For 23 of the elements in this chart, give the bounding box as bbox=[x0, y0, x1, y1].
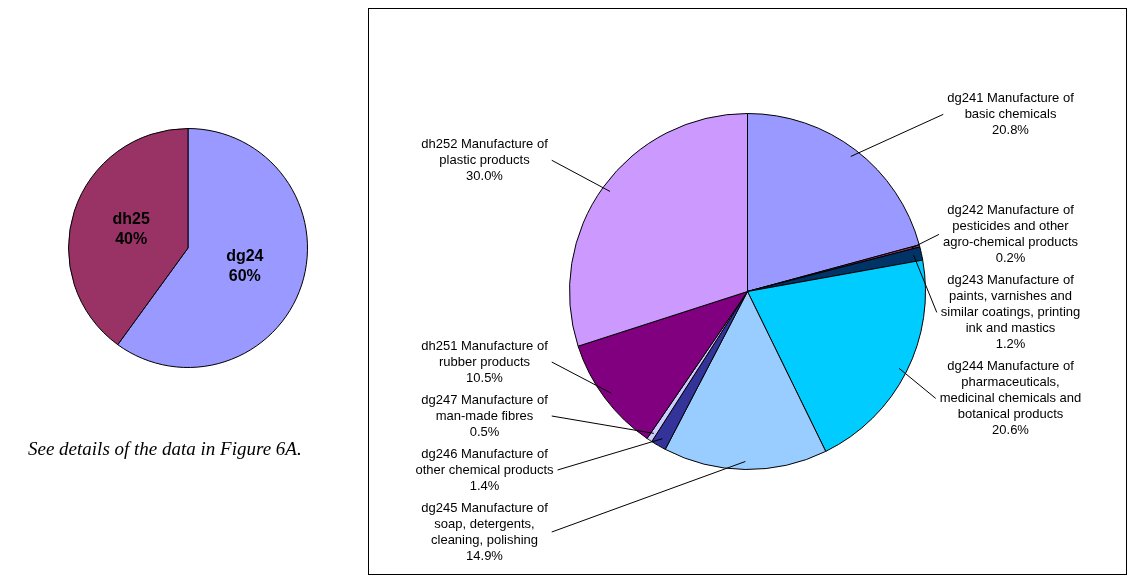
data-label: 10.5% bbox=[466, 369, 504, 385]
data-label: 20.8% bbox=[992, 121, 1030, 137]
data-label: 0.2% bbox=[995, 249, 1026, 265]
data-label: 0.5% bbox=[469, 423, 500, 439]
data-label: 60% bbox=[228, 266, 261, 284]
slice-label: dg244 Manufacture of pharmaceuticals, medicinal chemicals and botanical products bbox=[939, 357, 1082, 421]
slice-label: dg246 Manufacture of other chemical products bbox=[415, 445, 554, 477]
data-label: 20.6% bbox=[992, 421, 1030, 437]
slice-label: dg241 Manufacture of basic chemicals bbox=[947, 89, 1075, 121]
data-label: 30.0% bbox=[466, 167, 504, 183]
slice-label: dh251 Manufacture of rubber products bbox=[421, 337, 549, 369]
slice-label: dh25 bbox=[112, 209, 150, 227]
slice-label: dg247 Manufacture of man-made fibres bbox=[421, 391, 549, 423]
data-label: 1.4% bbox=[469, 477, 500, 493]
data-label: 14.9% bbox=[466, 547, 504, 563]
slice-label: dg243 Manufacture of paints, varnishes and similar coatings, printing ink and mastics bbox=[940, 271, 1081, 335]
data-label: 1.2% bbox=[995, 335, 1026, 351]
text: See details of the data in Figure 6A. bbox=[28, 438, 303, 460]
slice-label: dg245 Manufacture of soap, detergents, cleaning, polishing bbox=[421, 499, 549, 547]
slice-label: dg24 bbox=[226, 246, 264, 264]
slice-label: dh252 Manufacture of plastic products bbox=[421, 135, 549, 167]
data-label: 40% bbox=[115, 229, 148, 247]
slice-label: dg242 Manufacture of pesticides and other agro-chemical products bbox=[942, 201, 1079, 249]
